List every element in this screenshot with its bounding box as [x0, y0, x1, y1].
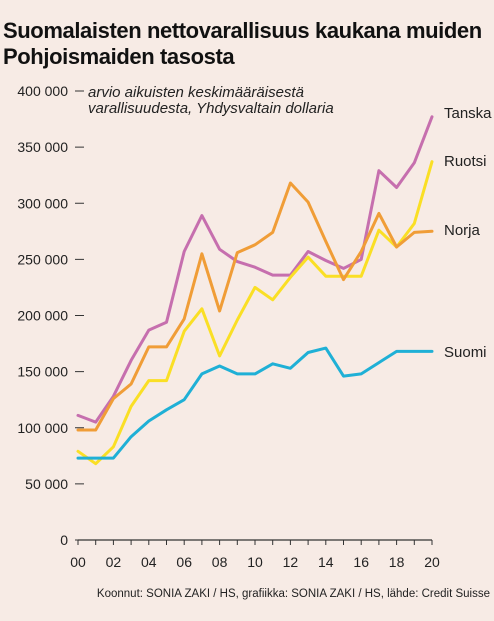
subtitle-line-1: arvio aikuisten keskimääräisestä: [88, 84, 304, 101]
series-line-ruotsi: [76, 160, 434, 466]
subtitle-line-2: varallisuudesta, Yhdysvaltain dollaria: [88, 100, 334, 117]
y-tick-label: 300 000: [17, 195, 68, 211]
x-axis: 00 02 04 06 08 10 12 14 16 18 20: [70, 539, 440, 570]
y-tick-label: 150 000: [17, 364, 68, 380]
credits-text: Koonnut: SONIA ZAKI / HS, grafiikka: SON…: [97, 588, 490, 600]
x-tick-label: 14: [318, 554, 334, 570]
y-tick-label: 250 000: [17, 251, 68, 267]
series-line-tanska: [76, 115, 434, 424]
x-tick-label: 04: [141, 554, 157, 570]
chart-subtitle: arvio aikuisten keskimääräisestä varalli…: [88, 84, 334, 117]
chart-title: Suomalaisten nettovarallisuus kaukana mu…: [3, 18, 482, 69]
series-label-ruotsi: Ruotsi: [444, 153, 487, 170]
y-tick-label: 400 000: [17, 83, 68, 99]
series-label-norja: Norja: [444, 222, 481, 239]
x-tick-label: 12: [283, 554, 299, 570]
x-tick-label: 06: [176, 554, 192, 570]
series-line-norja: [76, 181, 434, 432]
series-labels: Tanska Ruotsi Norja Suomi: [444, 105, 492, 361]
x-tick-label: 20: [424, 554, 440, 570]
y-axis: 0 50 000 100 000 150 000 200 000 250 000 300 0…: [17, 83, 84, 548]
x-tick-label: 10: [247, 554, 263, 570]
y-tick-label: 0: [60, 532, 68, 548]
y-tick-label: 200 000: [17, 308, 68, 324]
y-tick-label: 100 000: [17, 420, 68, 436]
y-tick-label: 350 000: [17, 139, 68, 155]
series-line-suomi: [76, 346, 434, 460]
series-lines: [76, 115, 434, 466]
x-tick-label: 02: [106, 554, 122, 570]
y-tick-label: 50 000: [25, 476, 68, 492]
x-tick-label: 18: [389, 554, 405, 570]
x-tick-label: 00: [70, 554, 86, 570]
x-tick-label: 08: [212, 554, 228, 570]
x-tick-label: 16: [353, 554, 369, 570]
series-label-tanska: Tanska: [444, 105, 492, 122]
series-label-suomi: Suomi: [444, 344, 487, 361]
